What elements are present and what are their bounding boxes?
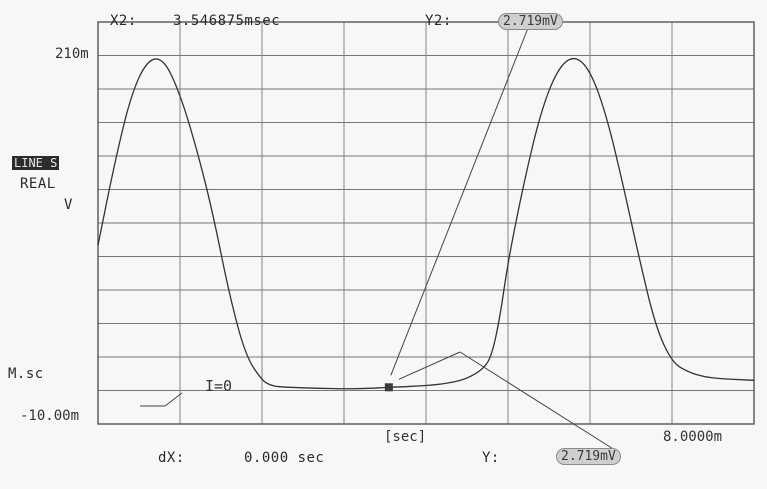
y2-leader-line (390, 27, 529, 376)
x2-label: X2: (110, 13, 137, 29)
dx-label: dX: (158, 450, 185, 466)
marker-label: M.sc (8, 366, 44, 382)
cursor-leader-line (398, 351, 461, 380)
y-top-tick-label: 210m (55, 46, 89, 62)
x-axis-label: [sec] (384, 429, 426, 445)
y-value: 2.719mV (556, 448, 621, 465)
marker-leader-lines (140, 27, 619, 453)
mode-label: REAL (20, 176, 56, 192)
x-max-tick-label: 8.0000m (663, 429, 722, 445)
y-leader-line (459, 351, 619, 453)
y-bottom-tick-label: -10.00m (20, 408, 79, 424)
plot-grid (98, 22, 754, 424)
y2-value: 2.719mV (498, 13, 563, 30)
unit-label: V (64, 197, 73, 213)
current-annotation: I=0 (205, 377, 232, 395)
y-label: Y: (482, 450, 500, 466)
x2-value: 3.546875msec (173, 13, 281, 29)
cursor-marker[interactable] (384, 383, 393, 392)
waveform-trace (97, 57, 755, 390)
dx-value: 0.000 sec (244, 450, 325, 466)
current-annotation-leader (164, 392, 183, 407)
plot-frame (97, 21, 755, 425)
line-badge[interactable]: LINE S (12, 156, 60, 170)
y2-label: Y2: (425, 13, 452, 29)
